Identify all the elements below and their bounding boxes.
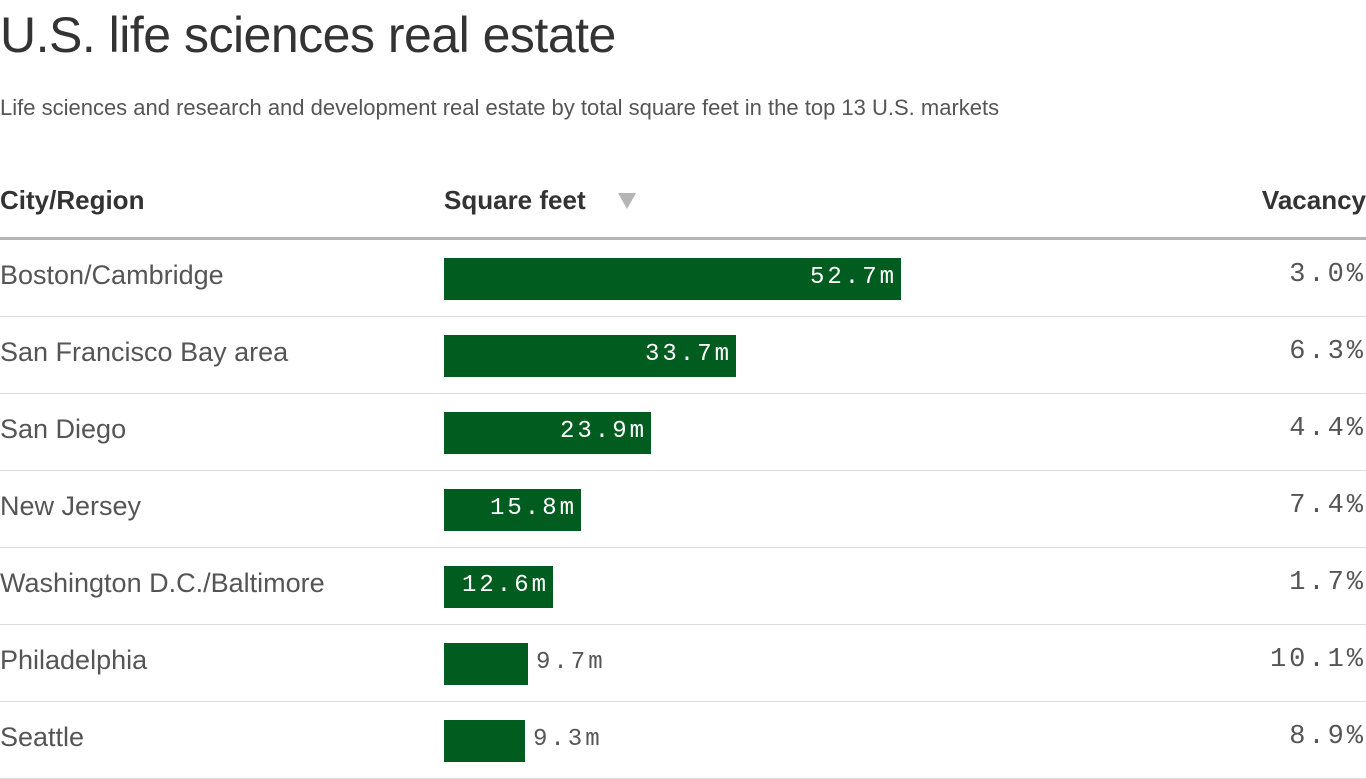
city-cell: Seattle — [0, 722, 85, 752]
vacancy-cell: 6.3% — [1289, 337, 1366, 367]
square-feet-bar — [444, 643, 528, 685]
column-header-city[interactable]: City/Region — [0, 185, 145, 215]
vacancy-cell: 7.4% — [1289, 491, 1366, 521]
square-feet-label: 9.7m — [536, 649, 606, 676]
square-feet-label: 15.8m — [489, 495, 577, 522]
city-cell: San Diego — [0, 414, 127, 444]
table-row: New Jersey 15.8m 7.4% — [0, 471, 1366, 548]
vacancy-cell: 10.1% — [1269, 645, 1366, 675]
table-row: San Diego 23.9m 4.4% — [0, 394, 1366, 471]
table-row: Seattle 9.3m 8.9% — [0, 702, 1366, 779]
table-row: Philadelphia 9.7m 10.1% — [0, 625, 1366, 702]
chart-subtitle: Life sciences and research and developme… — [0, 95, 1000, 120]
column-header-vacancy[interactable]: Vacancy — [1261, 185, 1366, 215]
square-feet-bar — [444, 720, 525, 762]
square-feet-bar — [444, 489, 581, 531]
table-row: San Francisco Bay area 33.7m 6.3% — [0, 317, 1366, 394]
vacancy-cell: 1.7% — [1289, 568, 1366, 598]
square-feet-label: 52.7m — [809, 264, 897, 291]
square-feet-bar — [444, 335, 736, 377]
vacancy-cell: 8.9% — [1289, 722, 1366, 752]
square-feet-label: 23.9m — [559, 418, 647, 445]
square-feet-bar — [444, 412, 651, 454]
table-row: Washington D.C./Baltimore 12.6m 1.7% — [0, 548, 1366, 625]
table-row: Boston/Cambridge 52.7m 3.0% — [0, 240, 1366, 317]
vacancy-cell: 3.0% — [1289, 260, 1366, 290]
square-feet-bar — [444, 258, 901, 300]
vacancy-cell: 4.4% — [1289, 414, 1366, 444]
city-cell: Washington D.C./Baltimore — [0, 568, 325, 598]
city-cell: Philadelphia — [0, 645, 148, 675]
square-feet-bar — [444, 566, 553, 608]
column-header-square-feet[interactable]: Square feet — [444, 185, 586, 215]
city-cell: San Francisco Bay area — [0, 337, 289, 367]
chart-title: U.S. life sciences real estate — [0, 7, 616, 63]
square-feet-label: 9.3m — [533, 726, 603, 753]
city-cell: Boston/Cambridge — [0, 260, 224, 290]
city-cell: New Jersey — [0, 491, 142, 521]
header-divider — [0, 237, 1366, 240]
square-feet-label: 33.7m — [644, 341, 732, 368]
square-feet-label: 12.6m — [461, 572, 549, 599]
sort-down-triangle-icon[interactable] — [618, 193, 636, 209]
